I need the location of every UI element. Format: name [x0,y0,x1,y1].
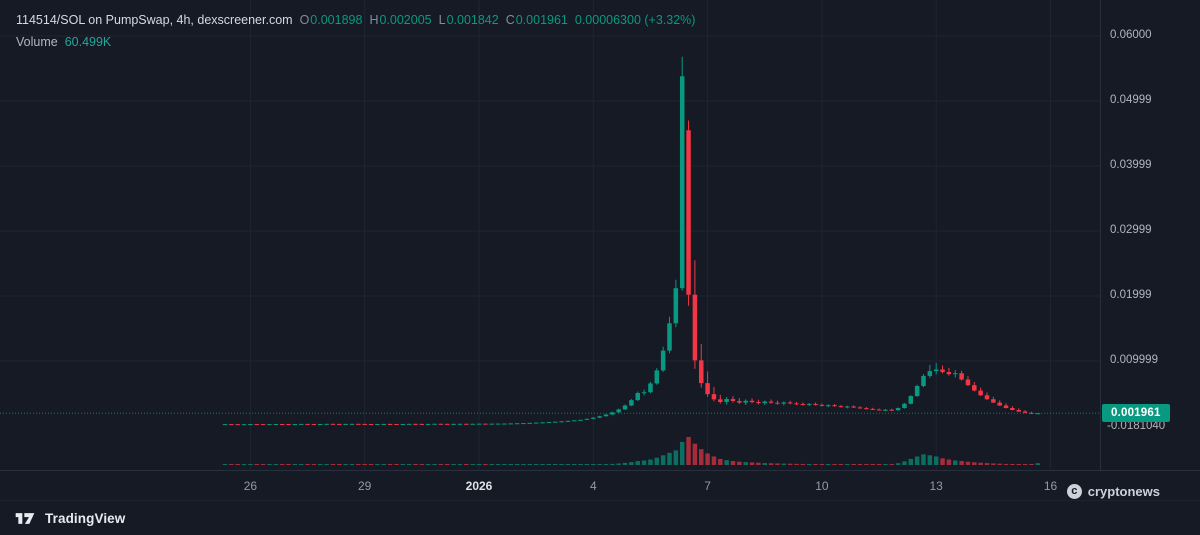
volume-value: 60.499K [64,35,112,49]
high-group: H 0.002005 [369,13,431,27]
time-axis-label: 7 [704,479,711,493]
high-label: H [369,13,379,27]
close-label: C [505,13,515,27]
cryptonews-text: cryptonews [1087,484,1160,499]
open-value: 0.001898 [310,13,363,27]
open-group: O 0.001898 [300,13,363,27]
candlestick-plot[interactable] [0,0,1200,470]
time-axis-label: 16 [1043,479,1058,493]
time-axis-label: 29 [358,479,372,493]
bottom-toolbar: TradingView [0,500,1200,535]
last-price-badge: 0.001961 [1102,404,1170,423]
low-group: L 0.001842 [439,13,499,27]
open-label: O [299,13,310,27]
tradingview-logo-icon[interactable] [13,509,37,528]
time-axis-label: 2026 [465,479,493,493]
symbol-row: 114514/SOL on PumpSwap, 4h, dexscreener.… [16,13,695,27]
volume-label[interactable]: Volume [16,35,58,49]
price-axis-label: 0.01999 [1110,289,1152,301]
price-axis-label: 0.03999 [1110,159,1152,171]
price-axis[interactable]: -0.0181040 0.001961 0.06000 0.04999 0.0399… [1100,0,1200,470]
time-axis-label: 13 [929,479,943,493]
volume-row: Volume 60.499K [16,35,695,49]
time-axis-label: 4 [589,479,597,493]
price-axis-label: 0.04999 [1110,94,1152,106]
symbol-title[interactable]: 114514/SOL on PumpSwap, 4h, dexscreener.… [16,13,293,27]
high-value: 0.002005 [379,13,432,27]
secondary-price-label: -0.0181040 [1107,420,1166,433]
time-axis-label: 26 [243,479,258,493]
price-axis-label: 0.02999 [1110,224,1152,236]
close-value: 0.001961 [515,13,568,27]
low-label: L [438,13,446,27]
cryptonews-logo-icon: c [1066,484,1082,499]
tradingview-brand[interactable]: TradingView [45,510,126,526]
price-axis-label: 0.06000 [1110,29,1152,41]
chart-legend: 114514/SOL on PumpSwap, 4h, dexscreener.… [16,13,695,57]
cryptonews-watermark: c cryptonews [1066,484,1160,499]
time-axis[interactable]: 26 29 2026 4 7 10 13 16 [0,470,1200,501]
price-axis-label: 0.009999 [1110,354,1158,366]
time-axis-label: 10 [815,479,829,493]
low-value: 0.001842 [446,13,499,27]
close-group: C 0.001961 [506,13,568,27]
change-value: 0.00006300 (+3.32%) [574,13,696,27]
